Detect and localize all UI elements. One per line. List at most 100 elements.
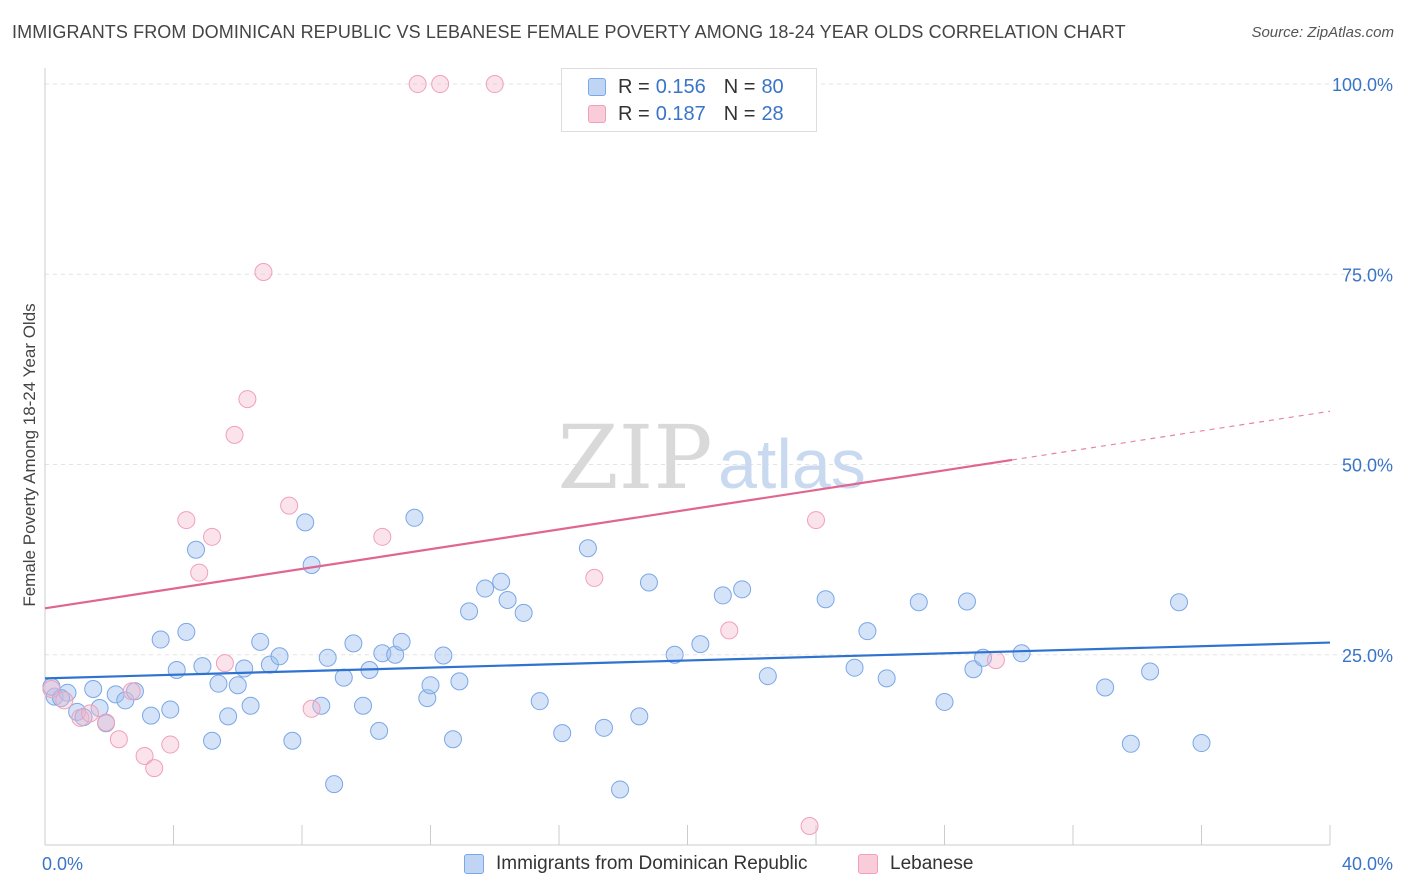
dominican-point: [235, 659, 254, 678]
dominican-point: [283, 731, 302, 750]
tick-labels: 25.0% 50.0% 75.0% 100.0% 0.0% 40.0%: [42, 75, 1393, 874]
dominican-point: [713, 586, 732, 605]
dominican-point: [203, 731, 222, 750]
chart-title: IMMIGRANTS FROM DOMINICAN REPUBLIC VS LE…: [12, 22, 1126, 42]
dominican-point: [219, 707, 238, 726]
dominican-point: [193, 657, 212, 676]
dominican-point: [1170, 593, 1189, 612]
dominican-point: [302, 555, 321, 574]
lebanese-point: [800, 816, 819, 835]
lebanese-point: [97, 713, 116, 732]
dominican-point: [492, 572, 511, 591]
dominican-point: [594, 718, 613, 737]
lebanese-point: [254, 263, 273, 282]
data-points: [42, 75, 1211, 835]
lebanese-point: [408, 75, 427, 94]
dominican-point: [251, 632, 270, 651]
lebanese-point: [190, 563, 209, 582]
legend-r-label: R =: [618, 102, 650, 125]
dominican-point: [52, 689, 71, 708]
dominican-point: [877, 669, 896, 688]
gridlines: [45, 83, 1390, 656]
dominican-point: [553, 724, 572, 743]
dominican-point: [498, 590, 517, 609]
dominican-point: [312, 696, 331, 715]
lebanese-point: [161, 735, 180, 754]
watermark-atlas: atlas: [718, 425, 866, 503]
watermark: ZIP atlas: [557, 406, 865, 509]
lebanese-point: [177, 511, 196, 530]
dominican-point: [142, 706, 161, 725]
lebanese-point: [42, 680, 61, 699]
trend-lines: [44, 410, 1331, 680]
dominican-point: [514, 603, 533, 622]
legend-n-value: 80: [761, 75, 784, 98]
dominican-point: [373, 644, 392, 663]
legend-row-dominican: R = 0.156 N = 80: [588, 75, 784, 99]
dominican-point: [858, 622, 877, 641]
legend-r-label: R =: [618, 75, 650, 98]
dominican-point: [116, 691, 135, 710]
lebanese-point: [720, 621, 739, 640]
legend-swatch-lebanese: [588, 105, 606, 123]
watermark-zip: ZIP: [557, 406, 712, 509]
axes: [44, 68, 1331, 846]
dominican-point: [186, 540, 205, 559]
dominican-point: [578, 539, 597, 558]
dominican-point: [177, 622, 196, 641]
y-tick-label: 100.0%: [1332, 75, 1393, 95]
lebanese-point: [302, 699, 321, 718]
legend-n-label: N =: [723, 75, 756, 98]
legend-n-value: 28: [761, 102, 784, 125]
lebanese-point: [135, 746, 154, 765]
correlation-legend: R = 0.156 N = 80 R = 0.187 N = 28: [561, 68, 817, 132]
dominican-point: [530, 692, 549, 711]
dominican-point: [392, 632, 411, 651]
x-tick-label-min: 0.0%: [42, 854, 83, 874]
dominican-point: [334, 668, 353, 687]
lebanese-point: [145, 759, 164, 778]
dominican-point: [161, 700, 180, 719]
lebanese-point: [215, 654, 234, 673]
lebanese-point: [225, 425, 244, 444]
lebanese-point: [807, 511, 825, 530]
dominican-point: [909, 593, 928, 612]
dominican-point: [1096, 678, 1115, 697]
lebanese-point: [485, 75, 504, 94]
dominican-point: [733, 580, 752, 599]
legend-n-label: N =: [723, 102, 756, 125]
dominican-point: [1192, 734, 1211, 753]
dominican-point: [665, 645, 684, 664]
dominican-point: [1012, 644, 1031, 663]
dominican-point: [354, 696, 373, 715]
dominican-point: [460, 602, 479, 621]
legend-r-value: 0.156: [655, 75, 706, 98]
lebanese-point: [373, 527, 392, 546]
dominican-point: [691, 635, 710, 654]
chart-source: Source: ZipAtlas.com: [1251, 24, 1394, 41]
dominican-point: [296, 513, 315, 532]
dominican-point: [1121, 734, 1140, 753]
lebanese-point: [203, 527, 222, 546]
bottom-legend-dominican: Immigrants from Dominican Republic: [464, 852, 808, 876]
x-tick-label-max: 40.0%: [1342, 854, 1393, 874]
dominican-point: [845, 658, 864, 677]
dominican-point: [151, 630, 170, 649]
dominican-point: [1141, 662, 1160, 681]
lebanese-trend-line: [44, 458, 1013, 610]
bottom-legend-label-dominican: Immigrants from Dominican Republic: [496, 853, 808, 874]
legend-swatch-dominican: [588, 78, 606, 96]
dominican-trend-line: [44, 641, 1331, 680]
lebanese-point: [71, 708, 90, 727]
dominican-point: [241, 696, 260, 715]
lebanese-point: [431, 75, 450, 94]
dominican-point: [758, 667, 777, 686]
lebanese-point: [55, 691, 74, 710]
bottom-legend-label-lebanese: Lebanese: [890, 853, 974, 874]
dominican-point: [630, 707, 649, 726]
dominican-point: [611, 780, 630, 799]
dominican-point: [405, 508, 424, 527]
dominican-point: [325, 775, 344, 794]
dominican-point: [84, 680, 103, 699]
